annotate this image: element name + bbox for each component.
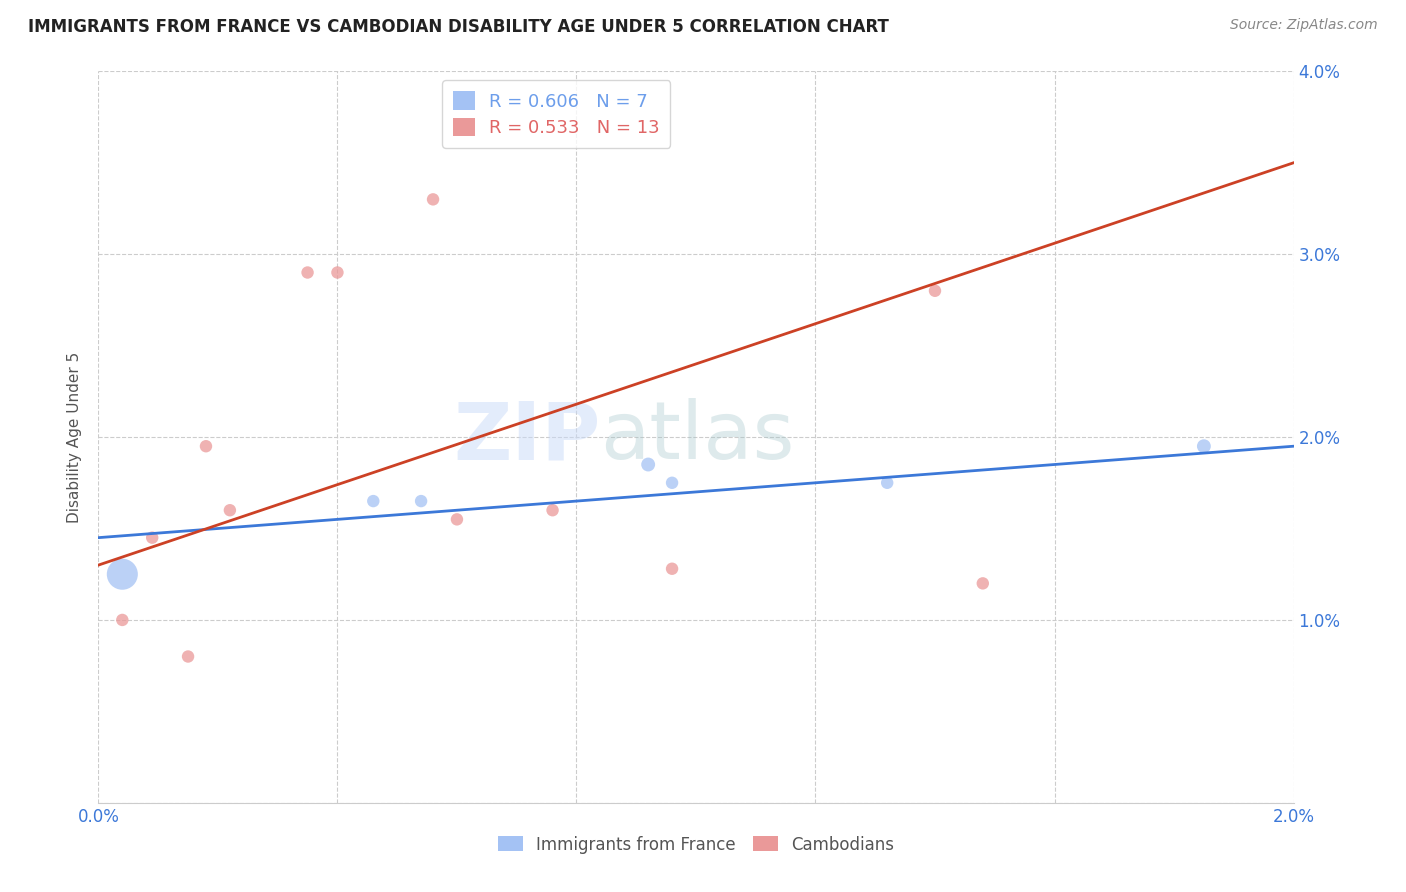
Point [297,266,319,280]
Text: IMMIGRANTS FROM FRANCE VS CAMBODIAN DISABILITY AGE UNDER 5 CORRELATION CHART: IMMIGRANTS FROM FRANCE VS CAMBODIAN DISA… [28,18,889,36]
Point [422,193,444,207]
Point [111,613,134,627]
Point [661,475,683,490]
Text: atlas: atlas [600,398,794,476]
Point [661,562,683,576]
Y-axis label: Disability Age Under 5: Disability Age Under 5 [66,351,82,523]
Point [111,567,134,582]
Point [972,576,994,591]
Point [446,512,468,526]
Point [1192,439,1215,453]
Point [411,494,433,508]
Point [326,266,349,280]
Point [876,475,898,490]
Point [195,439,218,453]
Text: ZIP: ZIP [453,398,600,476]
Point [637,458,659,472]
Legend: Immigrants from France, Cambodians: Immigrants from France, Cambodians [491,829,901,860]
Point [541,503,564,517]
Point [363,494,385,508]
Point [924,284,946,298]
Point [219,503,242,517]
Point [177,649,200,664]
Text: Source: ZipAtlas.com: Source: ZipAtlas.com [1230,18,1378,32]
Point [141,531,163,545]
